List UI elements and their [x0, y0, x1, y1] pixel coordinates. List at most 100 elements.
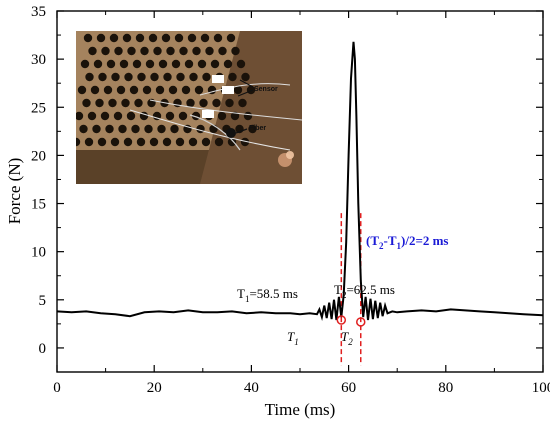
inset-hole [188, 137, 198, 147]
inset-hole [76, 111, 84, 121]
x-tick-label: 20 [147, 380, 162, 396]
inset-hole [121, 98, 130, 108]
delta-annotation: (T2-T1)/2=2 ms [366, 233, 449, 251]
inset-hole [186, 98, 195, 108]
inset-hole [197, 59, 207, 69]
inset-hole [213, 33, 223, 43]
y-tick-label: 20 [31, 148, 46, 164]
inset-hole [83, 33, 93, 43]
inset-hole [163, 72, 172, 82]
inset-hole [126, 111, 136, 121]
inset-hole [153, 46, 162, 56]
inset-hole [205, 46, 214, 56]
inset-hole [113, 111, 123, 121]
inset-hole [162, 137, 172, 147]
y-tick-label: 10 [31, 245, 46, 261]
inset-hole [122, 33, 132, 43]
inset-hole [109, 33, 119, 43]
inset-hole [231, 46, 240, 56]
y-tick-label: 5 [39, 293, 47, 309]
inset-hole [140, 46, 149, 56]
inset-hole [226, 33, 236, 43]
inset-hole [135, 33, 145, 43]
y-tick-label: 0 [39, 341, 47, 357]
inset-hole [97, 137, 107, 147]
inset-hole [93, 59, 103, 69]
inset-hole [100, 111, 110, 121]
inset-hole [80, 59, 90, 69]
inset-hole [145, 59, 155, 69]
inset-hole [171, 59, 181, 69]
inset-hole [166, 46, 175, 56]
inset-hole [230, 111, 240, 121]
inset-hole [168, 85, 178, 95]
inset-hole [174, 33, 184, 43]
inset-sensor-label: Sensor [254, 86, 278, 93]
inset-hole [157, 124, 166, 134]
inset-hole [243, 111, 253, 121]
inset-hole [111, 72, 120, 82]
inset-hole [202, 72, 211, 82]
x-tick-label: 80 [438, 380, 453, 396]
inset-hole [129, 85, 139, 95]
inset-hole [238, 98, 247, 108]
t1-marker-label: T1 [287, 329, 299, 347]
inset-hole [217, 111, 227, 121]
inset-hole [170, 124, 179, 134]
x-tick-label: 0 [53, 380, 61, 396]
x-tick-label: 60 [341, 380, 356, 396]
inset-hole [88, 46, 97, 56]
inset-hole [241, 72, 250, 82]
inset-hole [124, 72, 133, 82]
inset-hole [150, 72, 159, 82]
inset-hole [178, 111, 188, 121]
inset-hole [240, 137, 250, 147]
inset-fiber-label: Fiber [249, 125, 266, 132]
inset-hole [108, 98, 117, 108]
inset-hole [127, 46, 136, 56]
inset-hole [175, 137, 185, 147]
inset-hole [227, 137, 237, 147]
t2-marker-label: T2 [341, 329, 353, 347]
inset-hole [118, 124, 127, 134]
inset-hole [210, 59, 220, 69]
inset-hole [248, 124, 257, 134]
inset-hole [161, 33, 171, 43]
inset-hole [209, 124, 218, 134]
inset-hole [77, 85, 87, 95]
inset-photo: Sensor Fiber [76, 31, 302, 184]
inset-hole [233, 85, 243, 95]
inset-hole [131, 124, 140, 134]
y-tick-label: 25 [31, 100, 46, 116]
inset-hole [194, 85, 204, 95]
inset-hole [212, 98, 221, 108]
inset-hole [95, 98, 104, 108]
inset-hole [105, 124, 114, 134]
inset-hole [98, 72, 107, 82]
x-axis-title: Time (ms) [265, 400, 336, 419]
inset-hole [158, 59, 168, 69]
inset-hole [110, 137, 120, 147]
inset-hole [196, 124, 205, 134]
inset-hole [236, 59, 246, 69]
inset-hole [84, 137, 94, 147]
inset-hole [134, 98, 143, 108]
inset-hole [101, 46, 110, 56]
inset-hole [225, 98, 234, 108]
force-series-line [56, 41, 544, 321]
inset-hole [116, 85, 126, 95]
inset-hole [114, 46, 123, 56]
inset-hole [214, 137, 224, 147]
inset-hole [142, 85, 152, 95]
x-tick-label: 40 [244, 380, 259, 396]
inset-hole [199, 98, 208, 108]
t2-annotation: T2=62.5 ms [334, 282, 395, 300]
inset-hole [200, 33, 210, 43]
inset-hole [148, 33, 158, 43]
inset-hole [137, 72, 146, 82]
inset-hole [82, 98, 91, 108]
inset-hole [184, 59, 194, 69]
inset-hole [87, 111, 97, 121]
inset-hole [165, 111, 175, 121]
